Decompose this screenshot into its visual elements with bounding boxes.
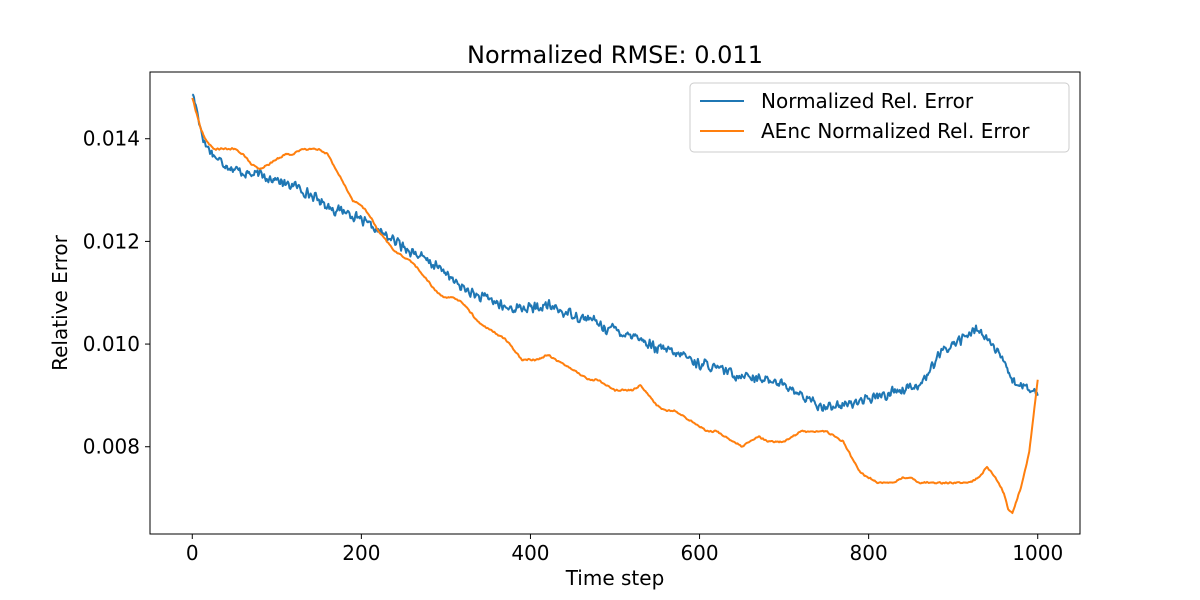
y-tick-label: 0.014: [83, 127, 140, 151]
legend: Normalized Rel. Error AEnc Normalized Re…: [689, 82, 1070, 153]
legend-box: [689, 82, 1070, 153]
series-line-normalized-rel-error: [191, 93, 1039, 412]
y-tick-label: 0.012: [83, 229, 140, 253]
plot-area: [191, 93, 1039, 515]
x-axis-label: Time step: [565, 566, 665, 590]
y-tick-label: 0.008: [83, 435, 140, 459]
legend-label-normalized-rel-error: Normalized Rel. Error: [761, 89, 974, 113]
series-line-aenc-normalized-rel-error: [191, 97, 1039, 515]
x-tick-label: 1000: [1012, 541, 1063, 565]
x-axis: 0 200 400 600 800 1000: [186, 534, 1063, 565]
plot-frame: [149, 71, 1081, 535]
y-axis-label: Relative Error: [48, 234, 72, 371]
x-tick-label: 600: [680, 541, 718, 565]
y-tick-label: 0.010: [83, 332, 140, 356]
x-tick-label: 400: [511, 541, 549, 565]
x-tick-label: 0: [186, 541, 199, 565]
y-axis: 0.008 0.010 0.012 0.014: [83, 127, 150, 459]
x-tick-label: 200: [342, 541, 380, 565]
chart-title: Normalized RMSE: 0.011: [467, 41, 763, 69]
x-tick-label: 800: [850, 541, 888, 565]
legend-label-aenc-normalized-rel-error: AEnc Normalized Rel. Error: [761, 119, 1030, 143]
